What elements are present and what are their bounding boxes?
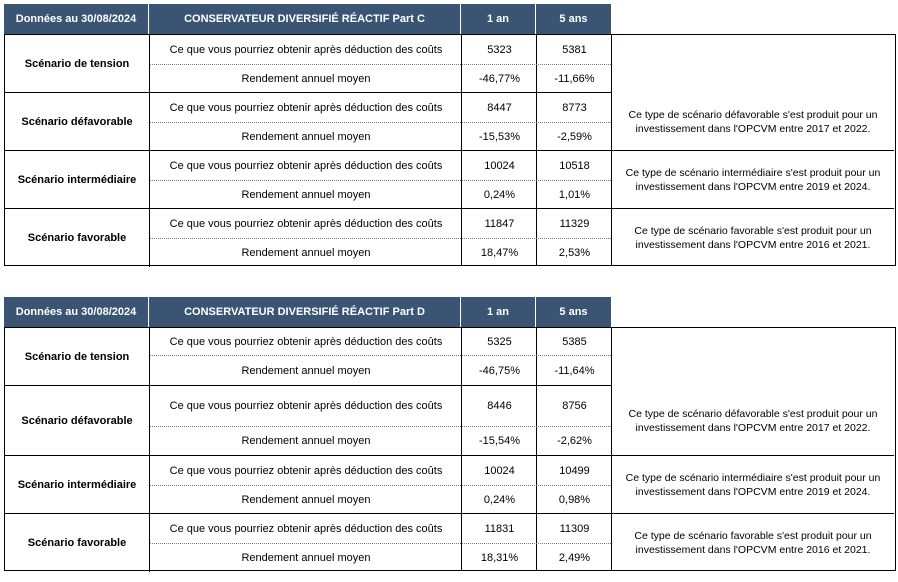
scenario-name: Scénario intermédiaire	[5, 151, 150, 209]
value-1-year-return: -15,53%	[479, 130, 520, 143]
header-5-years: 5 ans	[536, 4, 612, 34]
value-5-years-return: -2,59%	[557, 130, 592, 143]
value-1-year-return: -46,75%	[479, 364, 520, 377]
row-label-return: Rendement annuel moyen	[241, 551, 371, 564]
value-5-years-amount: 5381	[562, 43, 587, 56]
header-date: Données au 30/08/2024	[4, 4, 149, 34]
row-divider	[150, 485, 611, 486]
scenario-divider	[5, 455, 611, 456]
scenario-description: Ce type de scénario défavorable s'est pr…	[628, 408, 878, 434]
value-5-years-amount: 8773	[562, 101, 587, 114]
value-1-year-amount: 8446	[487, 400, 512, 412]
scenario-divider	[5, 92, 611, 93]
description-divider	[612, 150, 894, 151]
header-1-year: 1 an	[461, 4, 536, 34]
scenario-divider	[5, 150, 611, 151]
value-1-year-return: 18,47%	[480, 246, 519, 259]
scenario-description: Ce type de scénario intermédiaire s'est …	[625, 472, 881, 498]
scenario-description	[612, 328, 894, 386]
row-label-amount: Ce que vous pourriez obtenir après déduc…	[169, 400, 443, 412]
row-label-amount: Ce que vous pourriez obtenir après déduc…	[169, 159, 443, 172]
description-divider	[612, 455, 894, 456]
value-5-years-return: 2,53%	[558, 246, 591, 259]
value-1-year-return: 0,24%	[483, 188, 516, 201]
row-label-amount: Ce que vous pourriez obtenir après déduc…	[169, 464, 443, 477]
description-divider	[612, 208, 894, 209]
value-1-year-amount: 5323	[487, 43, 512, 56]
row-divider	[150, 355, 611, 356]
row-divider	[150, 543, 611, 544]
row-label-return: Rendement annuel moyen	[241, 246, 371, 259]
row-label-return: Rendement annuel moyen	[241, 188, 371, 201]
row-label-amount: Ce que vous pourriez obtenir après déduc…	[169, 335, 443, 348]
description-column: Ce type de scénario défavorable s'est pr…	[612, 327, 896, 571]
value-1-year-amount: 5325	[487, 335, 512, 348]
header-1-year: 1 an	[461, 297, 536, 327]
scenario-description: Ce type de scénario favorable s'est prod…	[634, 225, 872, 251]
row-divider	[150, 238, 611, 239]
value-5-years-return: 2,49%	[558, 551, 591, 564]
value-1-year-amount: 11847	[484, 217, 515, 230]
row-label-amount: Ce que vous pourriez obtenir après déduc…	[169, 217, 443, 230]
value-5-years-amount: 5385	[562, 335, 587, 348]
row-label-return: Rendement annuel moyen	[241, 493, 371, 506]
scenario-name: Scénario défavorable	[5, 386, 150, 456]
scenario-description: Ce type de scénario favorable s'est prod…	[634, 530, 872, 556]
value-5-years-amount: 8756	[562, 400, 587, 412]
scenario-divider	[5, 513, 611, 514]
row-label-amount: Ce que vous pourriez obtenir après déduc…	[169, 43, 443, 56]
header-date: Données au 30/08/2024	[4, 297, 149, 327]
scenario-name: Scénario de tension	[5, 35, 150, 93]
value-5-years-return: -11,64%	[554, 364, 595, 377]
value-1-year-return: 0,24%	[483, 493, 516, 506]
row-label-return: Rendement annuel moyen	[241, 364, 371, 377]
scenario-divider	[5, 208, 611, 209]
row-divider	[150, 122, 611, 123]
scenario-divider	[5, 385, 611, 386]
description-column: Ce type de scénario défavorable s'est pr…	[612, 34, 896, 266]
header-fund-name: CONSERVATEUR DIVERSIFIÉ RÉACTIF Part D	[149, 297, 461, 327]
row-label-return: Rendement annuel moyen	[241, 130, 371, 143]
scenario-name: Scénario favorable	[5, 209, 150, 267]
description-divider	[612, 513, 894, 514]
value-5-years-amount: 11329	[559, 217, 590, 230]
column-divider	[461, 328, 462, 570]
value-1-year-amount: 10024	[484, 159, 515, 172]
value-1-year-amount: 10024	[484, 464, 515, 477]
row-divider	[150, 64, 611, 65]
value-1-year-return: 18,31%	[480, 551, 519, 564]
scenario-name: Scénario de tension	[5, 328, 150, 386]
header-5-years: 5 ans	[536, 297, 612, 327]
row-label-amount: Ce que vous pourriez obtenir après déduc…	[169, 522, 443, 535]
value-1-year-return: -15,54%	[479, 435, 520, 447]
header-fund-name: CONSERVATEUR DIVERSIFIÉ RÉACTIF Part C	[149, 4, 461, 34]
scenario-name: Scénario défavorable	[5, 93, 150, 151]
scenario-table: Données au 30/08/2024 CONSERVATEUR DIVERS…	[4, 4, 896, 267]
row-label-return: Rendement annuel moyen	[241, 435, 371, 447]
value-5-years-amount: 10518	[559, 159, 590, 172]
value-1-year-return: -46,77%	[479, 72, 520, 85]
table-body: Scénario de tension Ce que vous pourriez …	[4, 34, 612, 267]
row-label-amount: Ce que vous pourriez obtenir après déduc…	[169, 101, 443, 114]
column-divider	[536, 328, 537, 570]
value-5-years-return: 0,98%	[558, 493, 591, 506]
value-1-year-amount: 11831	[484, 522, 515, 535]
row-label-return: Rendement annuel moyen	[241, 72, 371, 85]
value-5-years-return: -11,66%	[554, 72, 595, 85]
row-divider	[150, 426, 611, 427]
value-5-years-amount: 11309	[559, 522, 590, 535]
scenario-table: Données au 30/08/2024 CONSERVATEUR DIVERS…	[4, 297, 896, 572]
scenario-description	[612, 35, 894, 93]
scenario-name: Scénario favorable	[5, 514, 150, 572]
value-1-year-amount: 8447	[487, 101, 512, 114]
scenario-name: Scénario intermédiaire	[5, 456, 150, 514]
value-5-years-amount: 10499	[559, 464, 590, 477]
value-5-years-return: 1,01%	[558, 188, 591, 201]
row-divider	[150, 180, 611, 181]
scenario-description: Ce type de scénario défavorable s'est pr…	[628, 109, 878, 135]
table-body: Scénario de tension Ce que vous pourriez …	[4, 327, 612, 572]
scenario-description: Ce type de scénario intermédiaire s'est …	[625, 167, 881, 193]
value-5-years-return: -2,62%	[557, 435, 592, 447]
